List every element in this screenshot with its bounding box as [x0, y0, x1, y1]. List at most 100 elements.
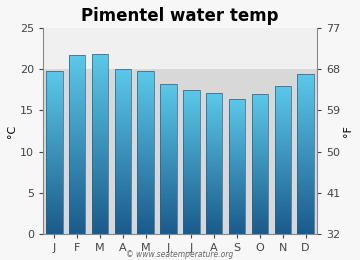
Bar [69, 100, 85, 101]
Bar [206, 161, 222, 162]
Bar [46, 229, 63, 230]
Bar [69, 130, 85, 131]
Bar [183, 175, 199, 176]
Bar [114, 189, 131, 190]
Bar [183, 117, 199, 119]
Bar [206, 201, 222, 202]
Bar [114, 113, 131, 114]
Bar [92, 104, 108, 105]
Bar [229, 146, 245, 147]
Bar [183, 125, 199, 126]
Bar [160, 183, 177, 184]
Bar [252, 207, 268, 208]
Bar [206, 155, 222, 157]
Bar [229, 181, 245, 182]
Bar [275, 129, 291, 130]
Bar [183, 174, 199, 175]
Bar [69, 133, 85, 134]
Bar [138, 118, 154, 120]
Bar [160, 149, 177, 150]
Bar [275, 112, 291, 113]
Bar [275, 201, 291, 202]
Bar [229, 111, 245, 112]
Bar [183, 202, 199, 203]
Bar [206, 191, 222, 192]
Bar [183, 179, 199, 180]
Bar [138, 170, 154, 171]
Bar [183, 122, 199, 123]
Bar [229, 171, 245, 172]
Bar [69, 149, 85, 151]
Bar [46, 193, 63, 194]
Bar [46, 207, 63, 208]
Bar [252, 178, 268, 179]
Bar [297, 110, 314, 111]
Bar [69, 76, 85, 77]
Bar [206, 179, 222, 180]
Bar [138, 204, 154, 205]
Bar [69, 189, 85, 191]
Bar [160, 160, 177, 161]
Bar [92, 137, 108, 138]
Bar [206, 170, 222, 171]
Bar [229, 199, 245, 200]
Bar [206, 204, 222, 205]
Bar [275, 196, 291, 197]
Bar [69, 83, 85, 85]
Bar [229, 170, 245, 171]
Bar [183, 209, 199, 210]
Bar [206, 114, 222, 115]
Bar [275, 171, 291, 172]
Bar [206, 95, 222, 96]
Bar [160, 219, 177, 220]
Bar [252, 172, 268, 173]
Bar [206, 160, 222, 161]
Bar [160, 95, 177, 96]
Bar [206, 172, 222, 173]
Bar [252, 108, 268, 109]
Bar [138, 226, 154, 227]
Bar [206, 122, 222, 124]
Bar [114, 196, 131, 197]
Bar [160, 157, 177, 158]
Bar [183, 199, 199, 200]
Bar [160, 101, 177, 103]
Bar [183, 233, 199, 234]
Bar [297, 149, 314, 150]
Bar [275, 202, 291, 203]
Bar [114, 146, 131, 147]
Bar [275, 161, 291, 162]
Bar [206, 118, 222, 119]
Bar [252, 146, 268, 148]
Bar [46, 84, 63, 86]
Bar [160, 212, 177, 213]
Bar [229, 173, 245, 174]
Bar [114, 116, 131, 117]
Bar [229, 186, 245, 187]
Bar [69, 147, 85, 149]
Bar [160, 226, 177, 228]
Bar [114, 157, 131, 158]
Bar [69, 55, 85, 234]
Bar [275, 103, 291, 104]
Bar [229, 214, 245, 215]
Bar [206, 124, 222, 125]
Bar [138, 224, 154, 226]
Bar [297, 183, 314, 185]
Bar [114, 77, 131, 79]
Bar [252, 96, 268, 97]
Bar [92, 194, 108, 195]
Bar [183, 184, 199, 185]
Bar [92, 159, 108, 161]
Bar [138, 184, 154, 185]
Bar [297, 109, 314, 110]
Bar [46, 114, 63, 116]
Bar [229, 139, 245, 140]
Bar [46, 147, 63, 148]
Bar [275, 162, 291, 164]
Bar [252, 100, 268, 101]
Bar [297, 233, 314, 234]
Bar [297, 213, 314, 214]
Bar [252, 109, 268, 110]
Bar [138, 161, 154, 162]
